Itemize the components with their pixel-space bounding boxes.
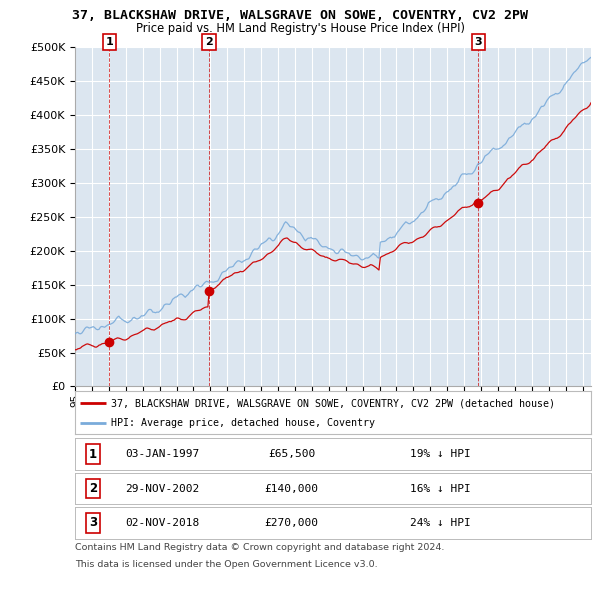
- Text: 03-JAN-1997: 03-JAN-1997: [125, 450, 200, 459]
- Text: £65,500: £65,500: [268, 450, 316, 459]
- Text: Contains HM Land Registry data © Crown copyright and database right 2024.: Contains HM Land Registry data © Crown c…: [75, 543, 445, 552]
- Text: 29-NOV-2002: 29-NOV-2002: [125, 484, 200, 493]
- Text: 02-NOV-2018: 02-NOV-2018: [125, 518, 200, 527]
- Text: 19% ↓ HPI: 19% ↓ HPI: [410, 450, 471, 459]
- Text: HPI: Average price, detached house, Coventry: HPI: Average price, detached house, Cove…: [111, 418, 375, 428]
- Text: This data is licensed under the Open Government Licence v3.0.: This data is licensed under the Open Gov…: [75, 560, 377, 569]
- Text: 3: 3: [475, 37, 482, 47]
- Text: 1: 1: [89, 448, 97, 461]
- Text: 24% ↓ HPI: 24% ↓ HPI: [410, 518, 471, 527]
- Text: £270,000: £270,000: [265, 518, 319, 527]
- Text: 16% ↓ HPI: 16% ↓ HPI: [410, 484, 471, 493]
- Text: 1: 1: [106, 37, 113, 47]
- Text: 2: 2: [89, 482, 97, 495]
- Text: 2: 2: [205, 37, 213, 47]
- Text: 37, BLACKSHAW DRIVE, WALSGRAVE ON SOWE, COVENTRY, CV2 2PW: 37, BLACKSHAW DRIVE, WALSGRAVE ON SOWE, …: [72, 9, 528, 22]
- Text: 37, BLACKSHAW DRIVE, WALSGRAVE ON SOWE, COVENTRY, CV2 2PW (detached house): 37, BLACKSHAW DRIVE, WALSGRAVE ON SOWE, …: [111, 398, 555, 408]
- Text: £140,000: £140,000: [265, 484, 319, 493]
- Text: 3: 3: [89, 516, 97, 529]
- Text: Price paid vs. HM Land Registry's House Price Index (HPI): Price paid vs. HM Land Registry's House …: [136, 22, 464, 35]
